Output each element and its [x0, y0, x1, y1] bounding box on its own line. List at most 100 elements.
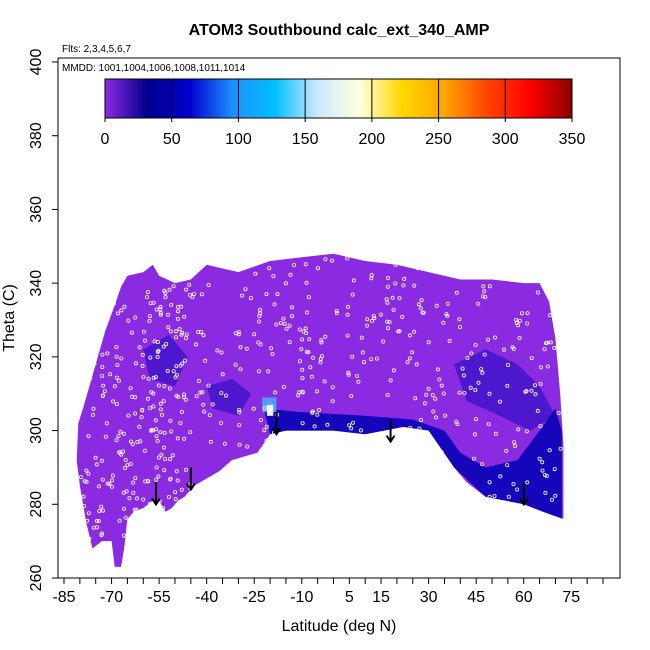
measurement-marker: [482, 352, 487, 357]
measurement-marker: [312, 424, 317, 429]
measurement-marker: [545, 364, 550, 369]
measurement-marker: [169, 302, 174, 307]
measurement-marker: [168, 457, 173, 462]
measurement-marker: [151, 375, 156, 380]
measurement-marker: [315, 412, 320, 417]
measurement-marker: [533, 392, 538, 397]
measurement-marker: [178, 363, 183, 368]
measurement-marker: [188, 430, 193, 435]
measurement-marker: [244, 346, 249, 351]
measurement-marker: [155, 340, 160, 345]
arrow-head: [385, 435, 396, 444]
measurement-marker: [287, 340, 292, 345]
measurement-marker: [198, 390, 203, 395]
measurement-marker: [501, 347, 506, 352]
measurement-marker: [182, 314, 187, 319]
measurement-marker: [158, 430, 163, 435]
measurement-marker: [529, 355, 534, 360]
measurement-marker: [82, 479, 87, 484]
measurement-marker: [142, 448, 147, 453]
measurement-marker: [275, 292, 280, 297]
measurement-marker: [165, 368, 170, 373]
measurement-marker: [441, 320, 446, 325]
measurement-marker: [126, 413, 131, 418]
measurement-marker: [154, 427, 159, 432]
measurement-marker: [538, 424, 543, 429]
measurement-marker: [469, 351, 474, 356]
measurement-marker: [182, 436, 187, 441]
arrow-markers: [151, 412, 529, 507]
measurement-marker: [435, 367, 440, 372]
measurement-marker: [284, 326, 289, 331]
measurement-marker: [299, 347, 304, 352]
measurement-marker: [350, 420, 355, 425]
measurement-marker: [369, 318, 374, 323]
measurement-marker: [468, 385, 473, 390]
y-tick-label: 380: [28, 122, 45, 149]
measurement-marker: [105, 481, 110, 486]
measurement-marker: [465, 355, 470, 360]
measurement-marker: [426, 340, 431, 345]
colorbar-ticks: 0 50 100 150 200 250 300 350: [101, 79, 585, 148]
measurement-marker: [171, 369, 176, 374]
measurement-marker: [447, 338, 452, 343]
measurement-marker: [300, 367, 305, 372]
measurement-marker: [168, 329, 173, 334]
measurement-marker: [237, 407, 242, 412]
measurement-marker: [308, 365, 313, 370]
measurement-marker: [158, 304, 163, 309]
measurement-marker: [524, 429, 529, 434]
measurement-marker: [158, 401, 163, 406]
measurement-marker: [183, 397, 188, 402]
measurement-marker: [200, 390, 205, 395]
measurement-marker: [102, 389, 107, 394]
measurement-marker: [330, 399, 335, 404]
measurement-marker: [315, 266, 320, 271]
measurement-marker: [287, 323, 292, 328]
measurement-marker: [525, 321, 530, 326]
enhanced-region: [263, 408, 562, 519]
measurement-marker: [334, 311, 339, 316]
colorbar-tick-label: 300: [492, 131, 519, 148]
measurement-marker: [385, 326, 390, 331]
measurement-marker: [170, 453, 175, 458]
measurement-marker: [119, 308, 124, 313]
y-tick-label: 360: [28, 196, 45, 223]
measurement-marker: [505, 362, 510, 367]
flights-subtitle: Flts: 2,3,4,5,6,7: [62, 44, 131, 55]
measurement-marker: [257, 313, 262, 318]
bright-patch-core: [266, 404, 274, 416]
measurement-marker: [84, 468, 89, 473]
measurement-marker: [148, 355, 153, 360]
measurement-marker: [156, 383, 161, 388]
x-tick-label: -10: [290, 589, 313, 606]
measurement-marker: [168, 418, 173, 423]
measurement-marker: [307, 337, 312, 342]
y-tick-label: 260: [28, 565, 45, 592]
measurement-marker: [290, 314, 295, 319]
measurement-marker: [473, 342, 478, 347]
measurement-marker: [433, 415, 438, 420]
measurement-marker: [183, 336, 188, 341]
measurement-marker: [334, 308, 339, 313]
measurement-marker: [139, 415, 144, 420]
measurement-marker: [153, 418, 158, 423]
measurement-marker: [457, 317, 462, 322]
measurement-marker: [486, 337, 491, 342]
measurement-marker: [174, 393, 179, 398]
measurement-marker: [516, 323, 521, 328]
measurement-marker: [510, 345, 515, 350]
measurement-marker: [219, 391, 224, 396]
measurement-marker: [492, 493, 497, 498]
measurement-marker: [194, 342, 199, 347]
measurement-marker: [480, 294, 485, 299]
measurement-marker: [431, 409, 436, 414]
measurement-marker: [322, 379, 327, 384]
measurement-marker: [128, 439, 133, 444]
measurement-marker: [126, 318, 131, 323]
measurement-marker: [179, 487, 184, 492]
measurement-marker: [385, 284, 390, 289]
measurement-marker: [140, 408, 145, 413]
field-fill: [76, 253, 564, 567]
measurement-marker: [258, 342, 263, 347]
